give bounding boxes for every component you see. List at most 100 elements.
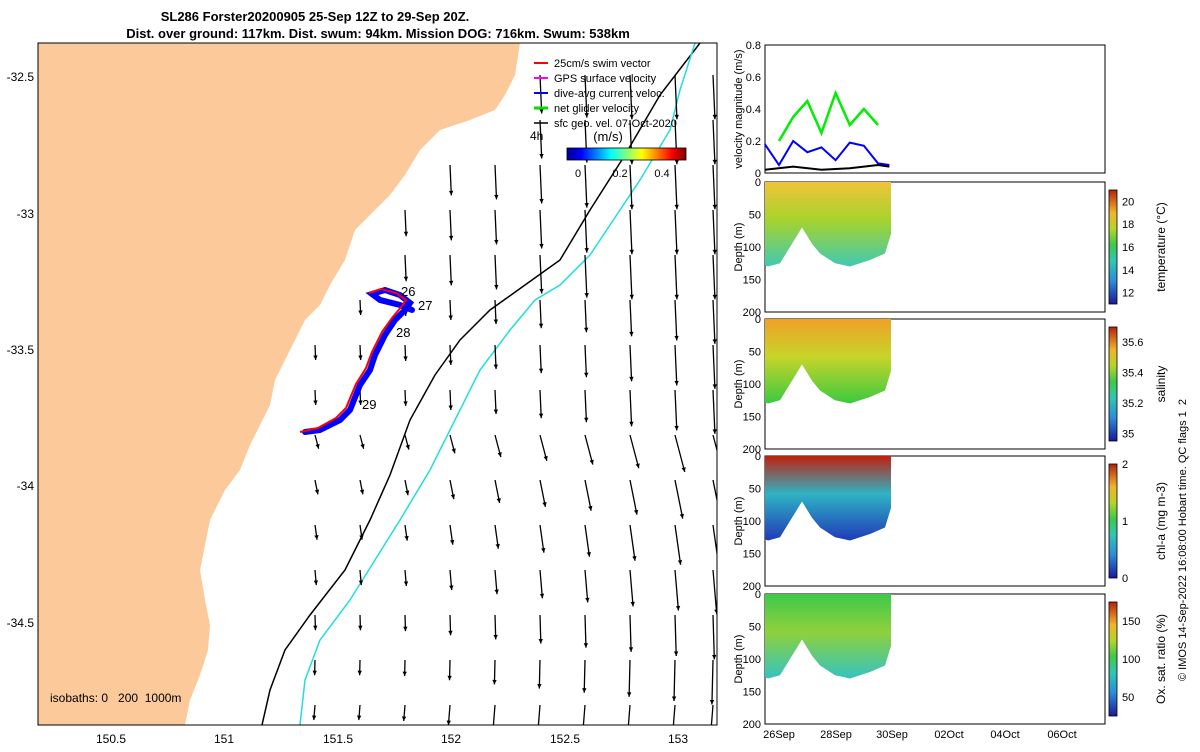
lat-tick: -33.5	[7, 343, 35, 357]
depth-tick: 0	[755, 589, 761, 601]
colorbar-tick: 1	[1122, 516, 1128, 528]
colorbar-title: (m/s)	[593, 129, 623, 144]
depth-tick: 0	[755, 314, 761, 326]
depth-tick: 0	[755, 451, 761, 463]
colorbar-tick: 35.2	[1122, 398, 1143, 410]
depth-tick: 200	[743, 719, 761, 731]
colorbar-tick-0: 0	[575, 168, 581, 180]
x-tick: 04Oct	[990, 729, 1019, 741]
section-panel: 0 50 100 150 200 Depth (m) 50 100 150 Ox. sat. ra…	[733, 589, 1168, 731]
velocity-ylabel: velocity magnitude (m/s)	[733, 49, 745, 168]
section-data-field	[765, 319, 891, 404]
imos-side-note: © IMOS 14-Sep-2022 16:08:00 Hobart time.…	[1177, 399, 1189, 681]
svg-text:GPS surface velocity: GPS surface velocity	[554, 73, 657, 85]
depth-tick: 50	[749, 622, 761, 634]
colorbar-tick: 18	[1122, 219, 1134, 231]
day-label-29: 29	[362, 397, 376, 412]
lon-tick: 150.5	[96, 732, 126, 746]
y-tick: 0.2	[746, 136, 761, 148]
depth-tick: 150	[743, 412, 761, 424]
depth-tick: 150	[743, 687, 761, 699]
day-label-27: 27	[418, 298, 432, 313]
section-data-field	[765, 594, 891, 679]
speed-colorbar	[567, 148, 686, 160]
lat-tick: -34	[17, 479, 35, 493]
depth-axis-label: Depth (m)	[733, 360, 745, 409]
lat-tick: -32.5	[7, 70, 35, 84]
section-data-field	[765, 182, 891, 267]
depth-tick: 100	[743, 242, 761, 254]
x-tick: 30Sep	[876, 729, 908, 741]
depth-axis-label: Depth (m)	[733, 635, 745, 684]
colorbar-tick: 35	[1122, 428, 1134, 440]
colorbar-tick: 16	[1122, 242, 1134, 254]
depth-tick: 150	[743, 275, 761, 287]
svg-text:25cm/s swim vector: 25cm/s swim vector	[554, 58, 651, 70]
colorbar-label: temperature (°C)	[1154, 202, 1168, 292]
time-scale-label: 4h	[530, 129, 543, 143]
velocity-magnitude-panel: 0 0.2 0.4 0.6 0.8 velocity magnitude (m/…	[733, 40, 1105, 180]
day-label-28: 28	[396, 325, 410, 340]
map-lat-ticks: -32.5 -33 -33.5 -34 -34.5	[7, 70, 35, 630]
colorbar-tick: 100	[1122, 654, 1140, 666]
lon-tick: 152.5	[550, 732, 580, 746]
y-tick: 0.6	[746, 72, 761, 84]
depth-tick: 150	[743, 549, 761, 561]
colorbar-tick-0.2: 0.2	[612, 168, 627, 180]
colorbar-tick: 150	[1122, 616, 1140, 628]
colorbar-tick: 50	[1122, 692, 1134, 704]
y-tick: 0.4	[746, 104, 761, 116]
x-tick: 28Sep	[820, 729, 852, 741]
colorbar-label: Ox. sat. ratio (%)	[1154, 614, 1168, 704]
lon-tick: 151	[214, 732, 234, 746]
depth-tick: 0	[755, 177, 761, 189]
depth-tick: 50	[749, 484, 761, 496]
colorbar	[1109, 327, 1117, 441]
figure-title-line1: SL286 Forster20200905 25-Sep 12Z to 29-S…	[161, 9, 470, 24]
colorbar	[1109, 602, 1117, 716]
colorbar-tick: 0	[1122, 573, 1128, 585]
colorbar-label: chl-a (mg m-3)	[1154, 482, 1168, 560]
depth-axis-label: Depth (m)	[733, 497, 745, 546]
isobaths-label: isobaths: 0 200 1000m	[50, 691, 181, 705]
x-tick: 02Oct	[934, 729, 963, 741]
lat-tick: -34.5	[7, 616, 35, 630]
map-lon-ticks: 150.5 151 151.5 152 152.5 153	[96, 732, 688, 746]
velocity-yticks: 0 0.2 0.4 0.6 0.8	[746, 40, 761, 180]
depth-tick: 100	[743, 654, 761, 666]
colorbar-tick: 35.4	[1122, 368, 1143, 380]
colorbar-label: salinity	[1154, 366, 1168, 403]
depth-tick: 100	[743, 379, 761, 391]
y-tick: 0.8	[746, 40, 761, 52]
figure-title-line2: Dist. over ground: 117km. Dist. swum: 94…	[126, 26, 630, 41]
colorbar-tick-0.4: 0.4	[654, 168, 669, 180]
lon-tick: 151.5	[323, 732, 353, 746]
depth-tick: 50	[749, 347, 761, 359]
depth-axis-label: Depth (m)	[733, 223, 745, 272]
section-data-field	[765, 456, 891, 541]
time-axis-ticks: 26Sep 28Sep 30Sep 02Oct 04Oct 06Oct	[763, 729, 1077, 741]
depth-tick: 100	[743, 516, 761, 528]
colorbar	[1109, 190, 1117, 304]
day-label-26: 26	[401, 284, 415, 299]
lon-tick: 152	[441, 732, 461, 746]
legend-item-dive-avg-current: dive-avg current veloc.	[534, 88, 665, 100]
colorbar	[1109, 464, 1117, 578]
colorbar-tick: 12	[1122, 288, 1134, 300]
svg-text:dive-avg current veloc.: dive-avg current veloc.	[554, 88, 665, 100]
lat-tick: -33	[17, 207, 35, 221]
map-panel: 26 27 28 29 25cm/s swim vector GPS surfa…	[7, 43, 725, 747]
x-tick: 26Sep	[763, 729, 795, 741]
lon-tick: 153	[668, 732, 688, 746]
colorbar-tick: 14	[1122, 265, 1134, 277]
colorbar-tick: 2	[1122, 459, 1128, 471]
x-tick: 06Oct	[1047, 729, 1076, 741]
colorbar-tick: 35.6	[1122, 337, 1143, 349]
svg-text:net glider velocity: net glider velocity	[554, 103, 639, 115]
colorbar-tick: 20	[1122, 196, 1134, 208]
depth-tick: 50	[749, 210, 761, 222]
